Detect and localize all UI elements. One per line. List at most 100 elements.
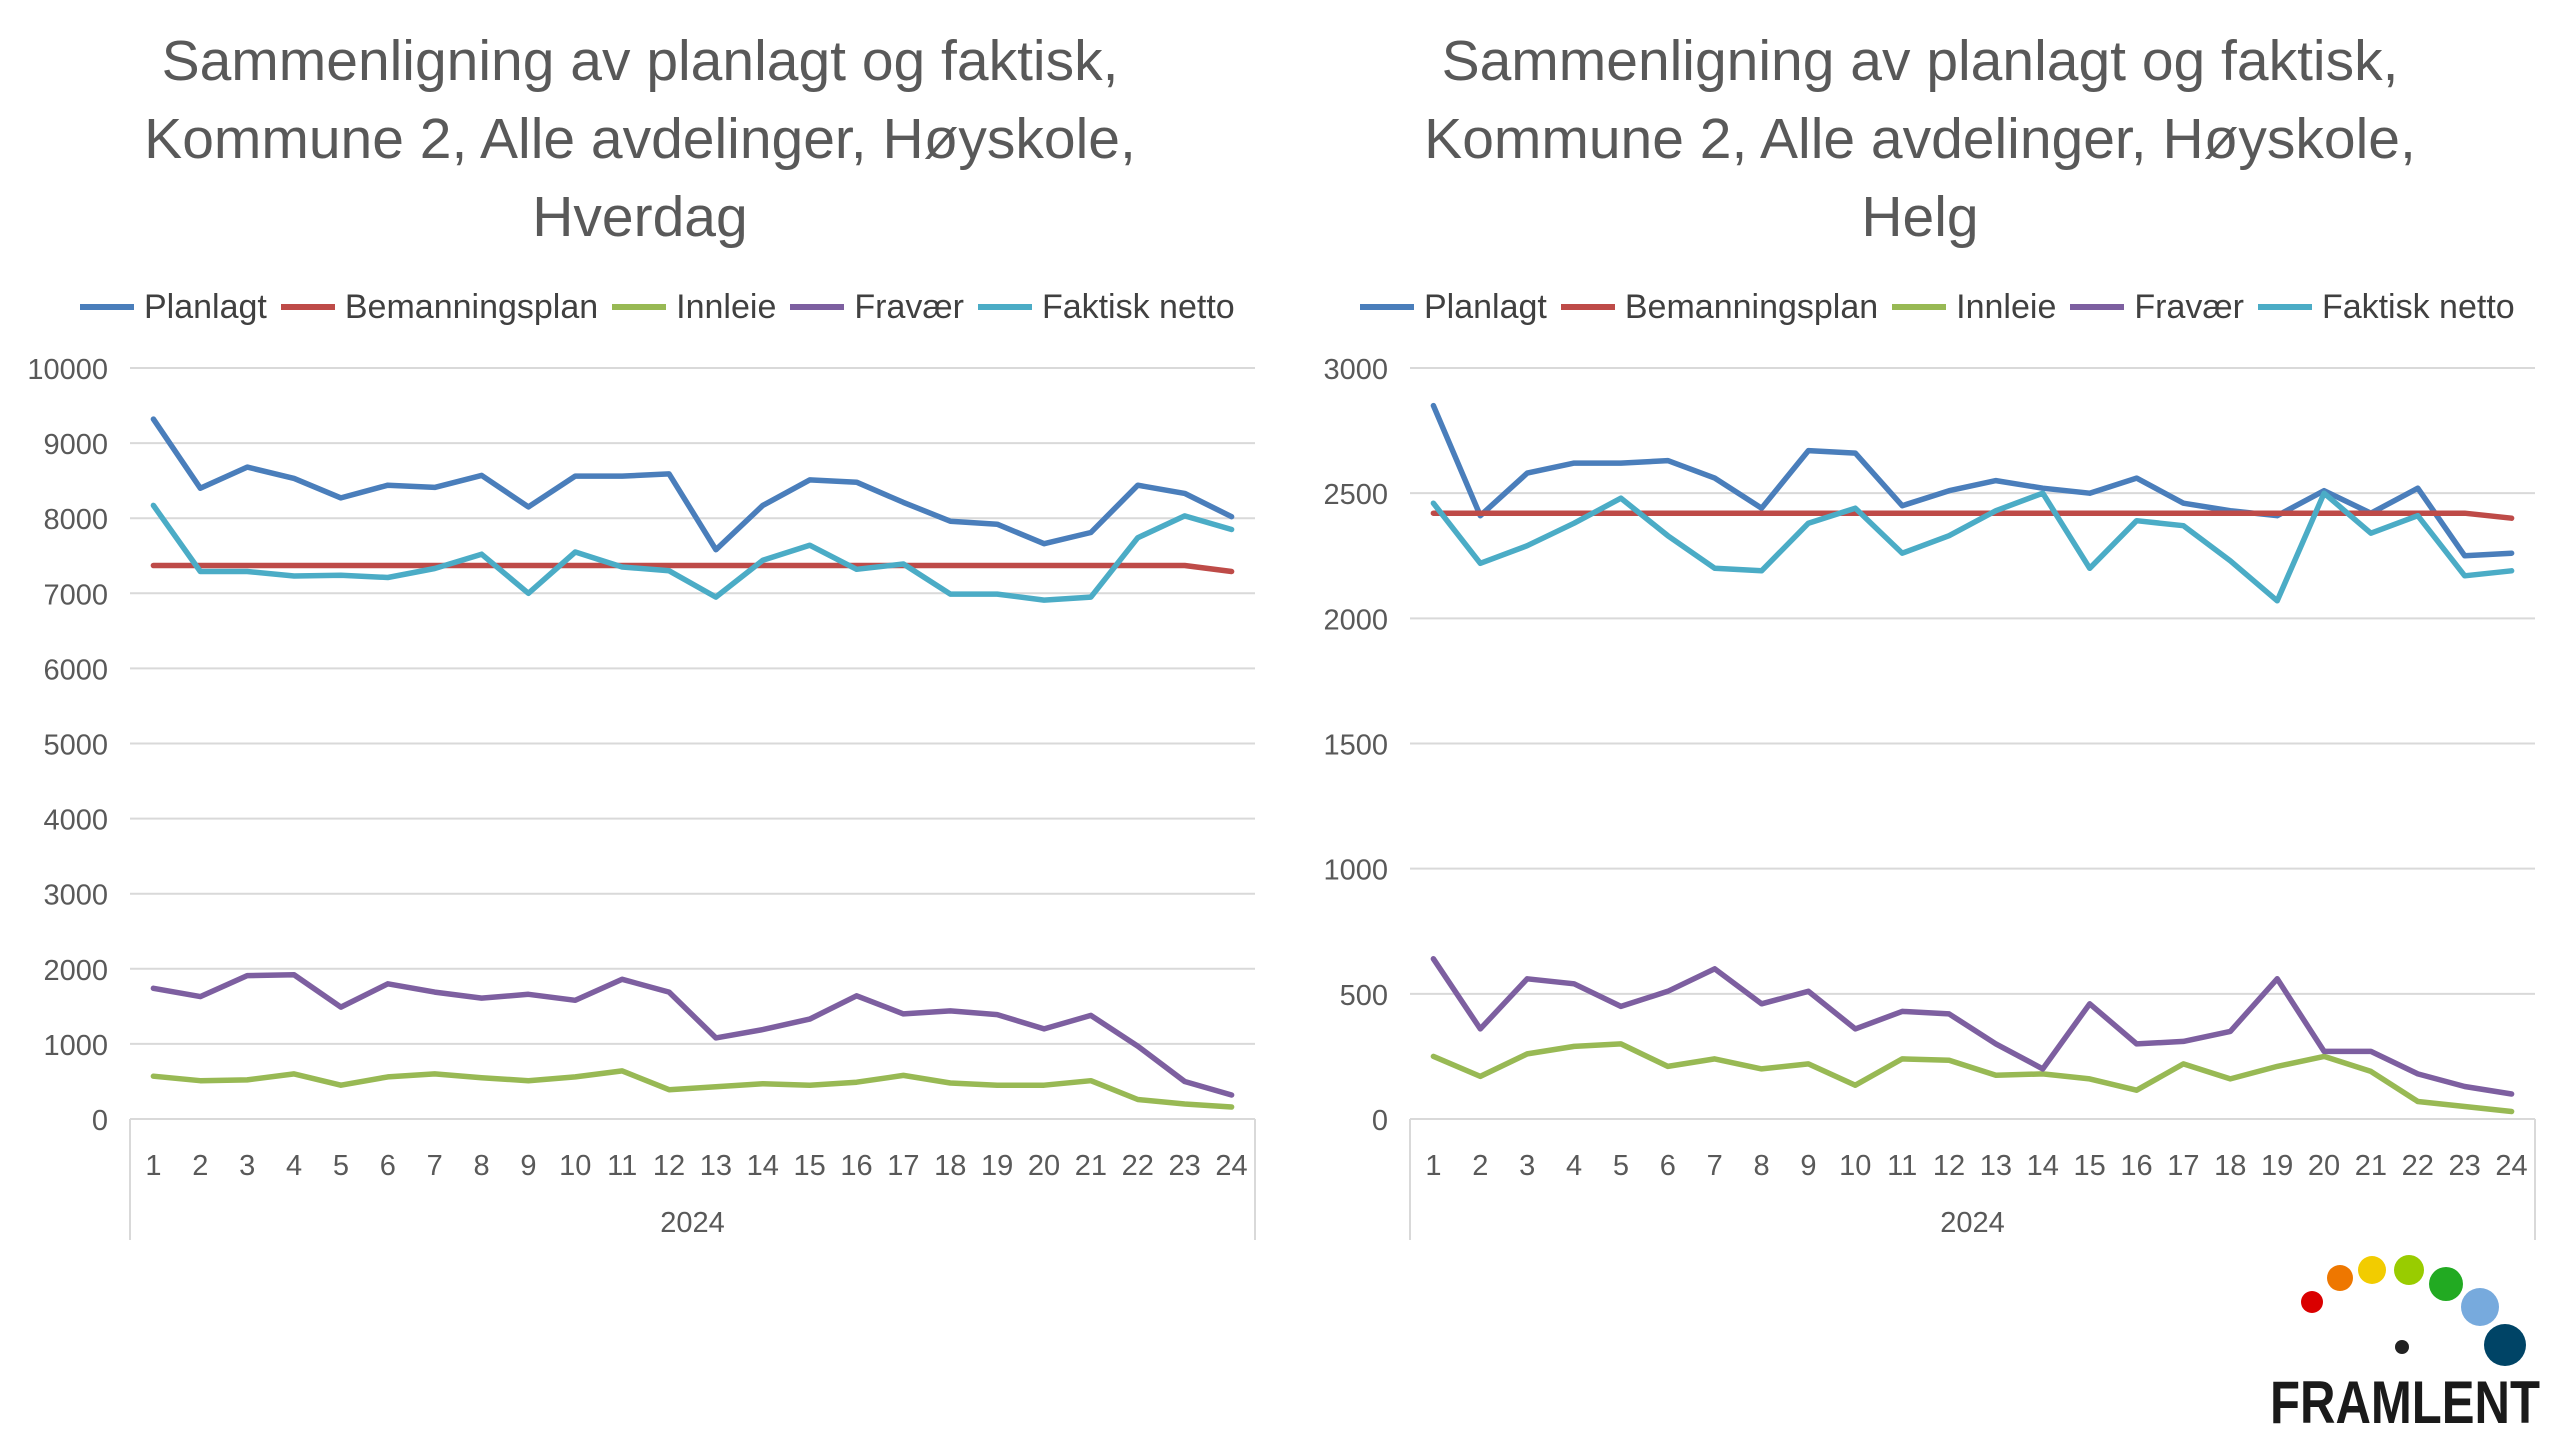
logo-dot-lightblue [2461, 1288, 2499, 1326]
legend-swatch-fravaer [790, 304, 845, 310]
y-tick-label: 3000 [1323, 354, 1388, 386]
y-tick-label: 7000 [43, 579, 108, 611]
x-tick-label: 9 [1800, 1150, 1816, 1182]
framlent-logo: FRAMLENT [2260, 1230, 2550, 1440]
logo-dot-darkblue [2484, 1324, 2526, 1366]
legend-swatch-fravaer [2070, 304, 2125, 310]
x-tick-label: 19 [2261, 1150, 2293, 1182]
x-tick-label: 14 [2027, 1150, 2059, 1182]
y-tick-label: 6000 [43, 654, 108, 686]
legend-label-fravaer: Fravær [854, 287, 964, 326]
y-tick-label: 2000 [1323, 604, 1388, 636]
x-axis-group-label: 2024 [1940, 1207, 2005, 1239]
legend-label-faktisk-netto: Faktisk netto [1041, 287, 1235, 326]
legend-label-innleie: Innleie [1956, 287, 2057, 326]
logo-wordmark: FRAMLENT [2270, 1369, 2540, 1436]
legend-item-bemanningsplan: Bemanningsplan [280, 287, 599, 327]
logo-dot-green [2429, 1267, 2463, 1301]
legend-swatch-planlagt [80, 304, 134, 310]
chart-title-line-1: Sammenligning av planlagt og faktisk, [1441, 29, 2399, 93]
legend-swatch-faktisk-netto [2257, 304, 2312, 310]
x-tick-label: 1 [1425, 1150, 1441, 1182]
y-tick-label: 1500 [1323, 730, 1388, 762]
legend-item-fravaer: Fravær [790, 288, 964, 327]
x-tick-label: 21 [1075, 1150, 1107, 1182]
x-tick-label: 5 [1613, 1150, 1629, 1182]
y-tick-label: 5000 [43, 730, 108, 762]
x-tick-label: 13 [700, 1150, 732, 1182]
x-tick-label: 2 [192, 1150, 208, 1182]
chart-legend: Planlagt Bemanningsplan Innleie Fravær F… [1360, 282, 2529, 332]
x-tick-label: 16 [840, 1150, 872, 1182]
x-tick-label: 5 [333, 1150, 349, 1182]
x-tick-label: 18 [934, 1150, 966, 1182]
x-tick-label: 17 [887, 1150, 919, 1182]
x-tick-label: 23 [1169, 1150, 1201, 1182]
chart-hverdag: Sammenligning av planlagt og faktisk, Ko… [0, 0, 1280, 1300]
legend-item-innleie: Innleie [1892, 288, 2056, 327]
x-tick-label: 18 [2214, 1150, 2246, 1182]
x-tick-label: 14 [747, 1150, 779, 1182]
x-tick-label: 12 [653, 1150, 685, 1182]
x-tick-label: 7 [427, 1150, 443, 1182]
chart-title-line-3: Hverdag [532, 185, 748, 249]
legend-item-planlagt: Planlagt [1360, 288, 1547, 327]
logo-dot-yellow [2358, 1256, 2386, 1284]
x-tick-label: 22 [1122, 1150, 1154, 1182]
y-tick-label: 8000 [43, 504, 108, 536]
legend-item-innleie: Innleie [612, 288, 776, 327]
chart-title-line-2: Kommune 2, Alle avdelinger, Høyskole, [1424, 107, 2416, 171]
x-tick-label: 8 [1753, 1150, 1769, 1182]
chart-helg: Sammenligning av planlagt og faktisk, Ko… [1280, 0, 2560, 1300]
series-line-bemanningsplan [150, 562, 1235, 575]
chart-title-line-3: Helg [1861, 185, 1979, 249]
series-line-innleie [150, 1068, 1235, 1110]
x-tick-label: 6 [1660, 1150, 1676, 1182]
chart-title: Sammenligning av planlagt og faktisk, Ko… [1320, 22, 2520, 256]
y-tick-label: 0 [1372, 1105, 1388, 1137]
x-tick-label: 6 [380, 1150, 396, 1182]
x-tick-label: 9 [520, 1150, 536, 1182]
series-line-innleie [1430, 1041, 2515, 1115]
y-tick-label: 10000 [27, 354, 108, 386]
x-tick-label: 7 [1707, 1150, 1723, 1182]
x-tick-label: 20 [2308, 1150, 2340, 1182]
legend-label-faktisk-netto: Faktisk netto [2321, 287, 2515, 326]
series-line-faktisk-netto [150, 502, 1235, 603]
legend-item-faktisk-netto: Faktisk netto [2257, 287, 2515, 327]
x-tick-label: 8 [473, 1150, 489, 1182]
y-tick-label: 0 [92, 1105, 108, 1137]
legend-label-bemanningsplan: Bemanningsplan [344, 287, 599, 326]
legend-label-innleie: Innleie [676, 287, 777, 326]
legend-swatch-planlagt [1360, 304, 1414, 310]
y-tick-label: 1000 [1323, 855, 1388, 887]
legend-swatch-bemanningsplan [1560, 304, 1615, 310]
x-tick-label: 2 [1472, 1150, 1488, 1182]
logo-dot-lightgreen [2394, 1255, 2424, 1285]
legend-label-bemanningsplan: Bemanningsplan [1624, 287, 1879, 326]
x-tick-label: 1 [145, 1150, 161, 1182]
y-tick-label: 9000 [43, 429, 108, 461]
x-tick-label: 12 [1933, 1150, 1965, 1182]
x-tick-label: 21 [2355, 1150, 2387, 1182]
x-tick-label: 15 [794, 1150, 826, 1182]
x-tick-label: 15 [2074, 1150, 2106, 1182]
logo-dot-red [2301, 1291, 2323, 1313]
legend-swatch-innleie [612, 304, 667, 310]
y-tick-label: 1000 [43, 1030, 108, 1062]
series-line-faktisk-netto [1430, 490, 2515, 604]
framlent-logo-graphic: FRAMLENT [2270, 1255, 2540, 1436]
logo-person-head [2395, 1340, 2409, 1354]
x-tick-label: 19 [981, 1150, 1013, 1182]
x-axis-group-label: 2024 [660, 1207, 725, 1239]
legend-label-planlagt: Planlagt [1424, 287, 1547, 326]
logo-dot-orange [2327, 1265, 2353, 1291]
x-tick-label: 17 [2167, 1150, 2199, 1182]
x-tick-label: 10 [559, 1150, 591, 1182]
y-tick-label: 4000 [43, 805, 108, 837]
chart-title: Sammenligning av planlagt og faktisk, Ko… [40, 22, 1240, 256]
legend-swatch-innleie [1892, 304, 1947, 310]
x-tick-label: 10 [1839, 1150, 1871, 1182]
legend-item-planlagt: Planlagt [80, 288, 267, 327]
